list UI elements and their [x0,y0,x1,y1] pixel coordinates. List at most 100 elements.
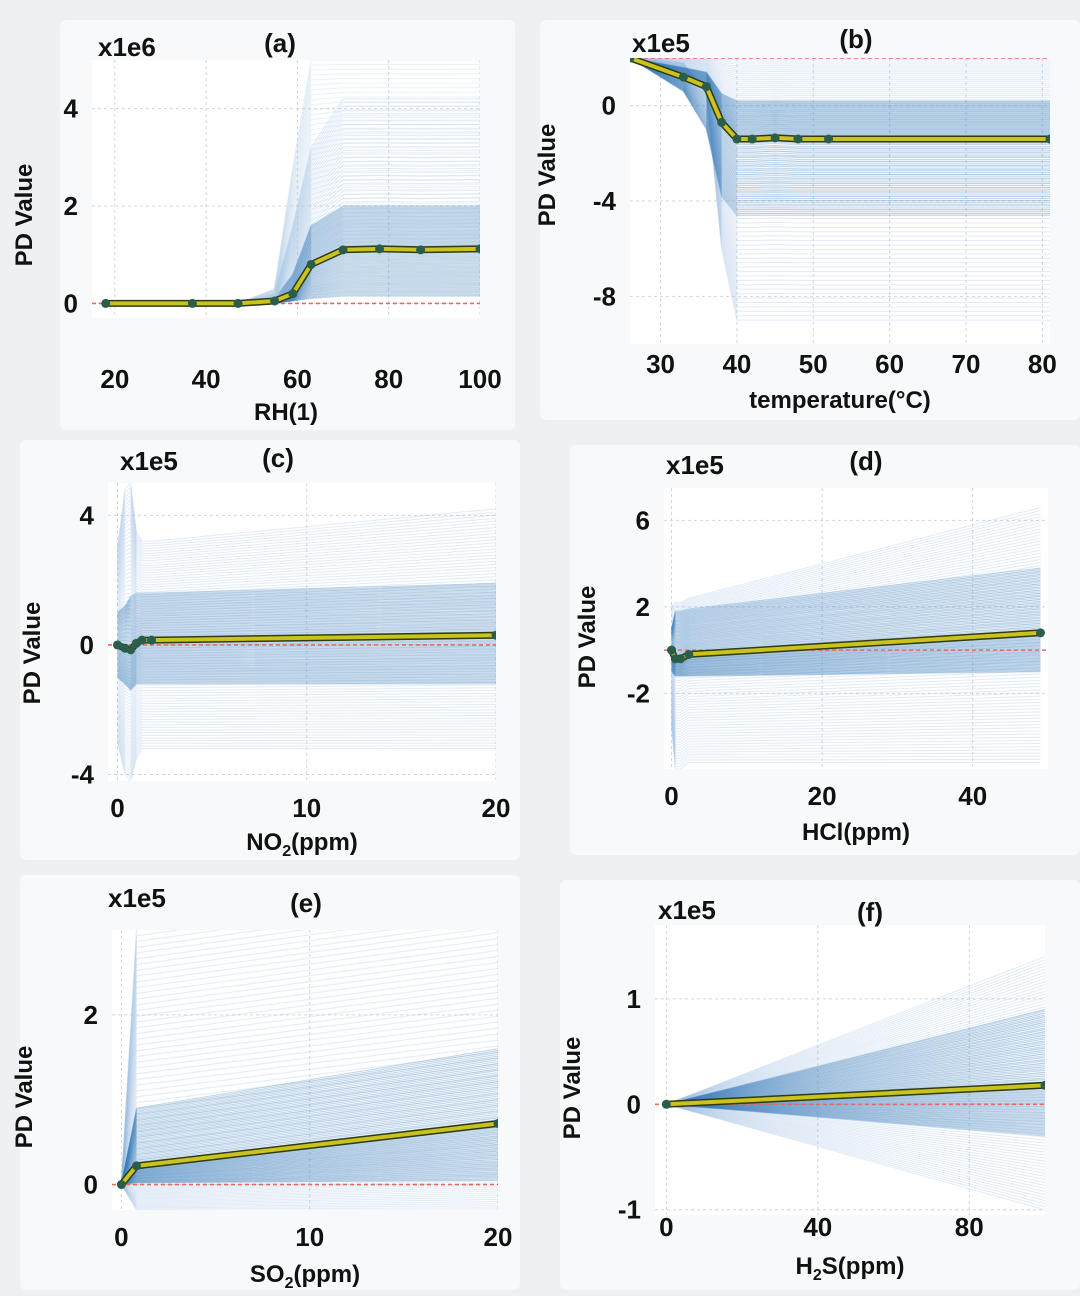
ice-curve [630,58,1050,214]
ice-curve [117,624,496,641]
ice-curve [120,930,141,1185]
ice-curve [666,1062,1045,1105]
ice-curve [670,699,1041,732]
ice-curve [630,58,1050,121]
ice-curve [630,58,1050,67]
pd-marker [475,244,480,254]
y-tick-label: 2 [84,1000,98,1030]
ice-curve [671,599,1041,640]
ice-curve [117,591,496,619]
ice-curve [666,1103,1045,1147]
ice-curve [666,1056,1045,1105]
ice-curve [116,727,496,763]
ice-curve [117,603,496,622]
ice-curve [666,1051,1045,1105]
ice-curve [666,1062,1045,1105]
ice-curve [120,1039,498,1185]
ice-curve [671,668,1041,676]
ice-curve [120,1033,498,1185]
ice-curve [666,1028,1045,1105]
ice-curve [666,1103,1045,1138]
pd-marker [338,245,348,255]
ice-curve [117,656,496,677]
ice-curve [117,613,496,633]
ice-curve [117,597,496,617]
ice-curve [670,712,1041,751]
ice-curve [117,645,496,664]
ice-curve [666,1103,1045,1137]
ice-curve [671,602,1041,641]
ice-curve [666,1018,1045,1105]
ice-curve [121,1177,498,1195]
ice-curve [120,932,498,1185]
ice-curve [671,648,1041,667]
ice-curve [670,675,1041,697]
ice-curve [117,676,496,691]
ice-curve [666,1103,1045,1174]
ice-curve [120,930,435,1185]
ice-curve [666,1036,1045,1105]
ice-curve [630,58,1050,181]
ice-curve [630,58,1050,101]
ice-curve [630,58,1050,110]
ice-curve [630,58,1050,120]
ice-curve [116,588,496,610]
ice-curve [671,594,1041,638]
ice-curve [117,668,496,682]
ice-curve [117,622,496,637]
panel-title: (c) [262,443,294,473]
ice-curve [117,676,496,699]
panel-title: (a) [264,28,296,58]
ice-curve [120,1184,498,1205]
ice-curve [116,689,496,715]
ice-curve [120,1081,498,1185]
pd-marker [112,640,122,650]
ice-curve [121,1167,498,1190]
ice-curve [117,620,496,638]
ice-curve [630,58,1050,209]
ice-curve [630,58,1050,81]
panel-title: (e) [290,888,322,918]
ice-curve [630,58,1050,162]
ice-curve [120,1093,498,1185]
ice-curve [117,681,496,706]
ice-curve [666,1103,1045,1117]
pd-marker [187,298,197,308]
ice-curve [116,730,496,767]
ice-curve [666,1103,1045,1126]
ice-curve [671,528,1041,615]
panel-title: (b) [839,24,872,54]
ice-curve [630,58,1050,164]
ice-curve [670,648,1041,673]
ice-curve [630,58,1050,166]
ice-curve [117,616,496,635]
y-tick-label: 0 [84,1170,98,1200]
x-tick-label: 10 [292,793,321,823]
ice-curve [630,58,1050,194]
pd-marker [630,58,635,63]
plot-area [664,488,1048,769]
ice-curve [670,723,1041,767]
ice-curve [666,1103,1045,1122]
ice-curve [117,627,496,643]
ice-curve [671,664,1041,674]
ice-curve [671,574,1041,634]
ice-curve [630,58,1050,75]
pd-marker [732,134,742,144]
ice-curve [630,58,1050,63]
x-axis-label: RH(1) [254,399,318,426]
pd-marker [824,134,834,144]
ice-curve [117,657,496,670]
ice-curve [666,1103,1045,1180]
pd-marker [137,635,147,645]
ice-curve [666,1045,1045,1105]
ice-curve [117,596,496,622]
ice-curve [670,673,1041,695]
ice-curve [117,642,496,661]
ice-curve [116,506,496,563]
ice-curve [117,616,496,632]
pd-marker [667,645,677,655]
ice-curve [666,1103,1045,1202]
ice-curve [666,1103,1045,1111]
